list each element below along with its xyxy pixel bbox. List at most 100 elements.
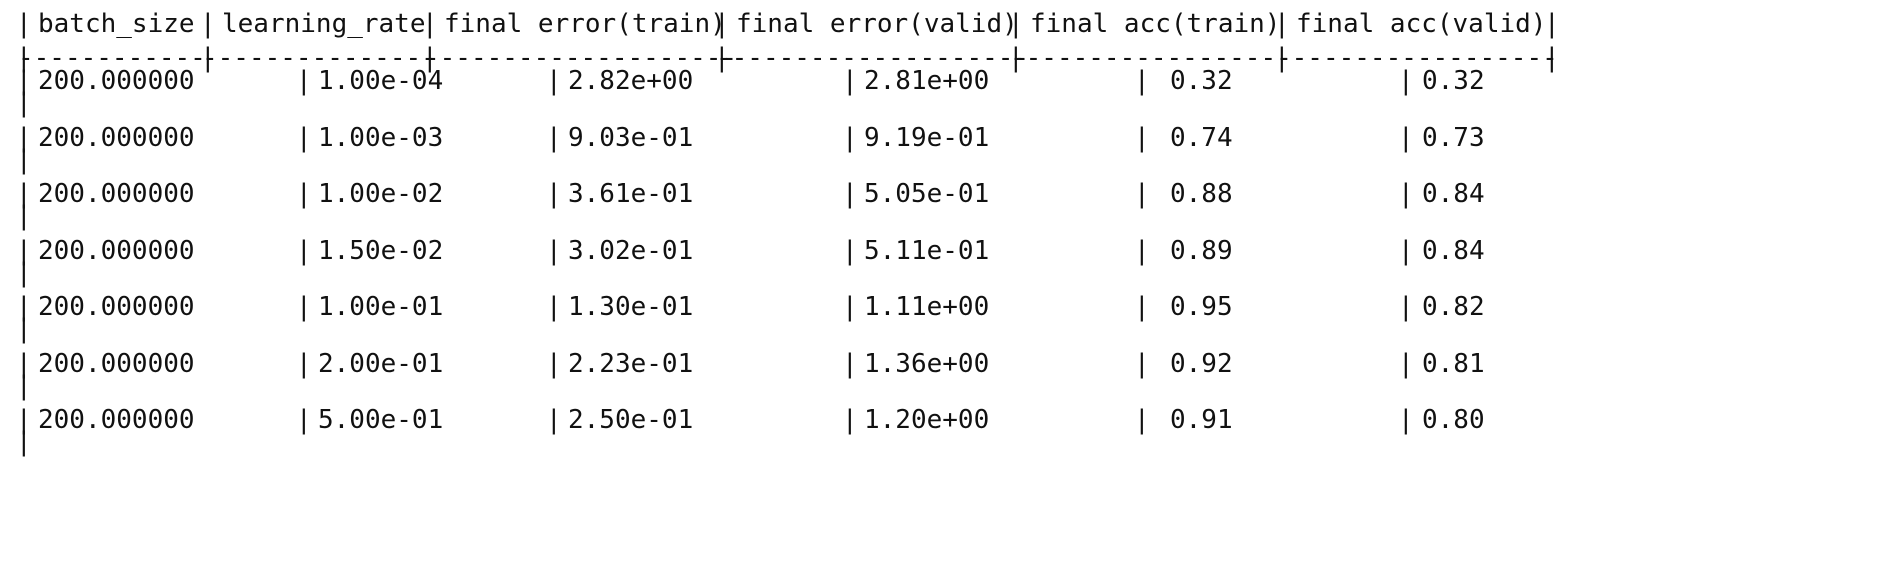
separator-dashes: -------------------- [716, 43, 1030, 73]
column-divider: | [422, 9, 438, 39]
table-cell: 5.00e-01 [318, 405, 444, 435]
table-cell: 3.02e-01 [568, 235, 694, 266]
column-header: learning_rate [222, 9, 426, 39]
table-cell: 200.000000 [38, 292, 195, 322]
table-cell: 200.000000 [38, 179, 195, 209]
table-cell: 2.23e-01 [568, 348, 694, 379]
column-divider: | [16, 179, 32, 209]
table-cell: 2.00e-01 [318, 348, 444, 379]
column-divider: | [1134, 66, 1150, 96]
column-divider: | [1398, 235, 1414, 266]
column-divider: | [842, 179, 858, 209]
table-cell: 3.61e-01 [568, 179, 694, 209]
separator-dashes: --------------- [202, 43, 437, 73]
table-cell: 0.74 [1170, 122, 1233, 153]
column-header: final acc(train) [1030, 9, 1281, 39]
table-cell: 0.84 [1422, 235, 1485, 266]
table-cell: 5.05e-01 [864, 179, 990, 209]
column-divider: | [16, 66, 32, 96]
column-divider: | [546, 66, 562, 96]
column-divider: | [842, 348, 858, 379]
column-divider: | [200, 43, 216, 73]
table-cell: 200.000000 [38, 348, 195, 379]
column-divider: | [1398, 405, 1414, 435]
column-divider: | [842, 66, 858, 96]
column-header: final acc(valid) [1296, 9, 1547, 39]
table-cell: 0.80 [1422, 405, 1485, 435]
column-divider: | [16, 405, 32, 435]
column-divider: | [842, 235, 858, 266]
column-divider: | [842, 292, 858, 322]
column-header: final error(valid) [736, 9, 1018, 39]
table-cell: 0.84 [1422, 179, 1485, 209]
table-cell: 0.82 [1422, 292, 1485, 322]
table-cell: 200.000000 [38, 122, 195, 153]
column-divider: | [1134, 292, 1150, 322]
column-divider: | [714, 9, 730, 39]
column-divider: | [1134, 122, 1150, 153]
table-cell: 1.00e-01 [318, 292, 444, 322]
column-divider: | [296, 122, 312, 153]
column-divider: | [1274, 43, 1290, 73]
separator-dashes: ------------ [18, 43, 206, 73]
column-header: final error(train) [444, 9, 726, 39]
column-divider: | [422, 43, 438, 73]
column-divider: | [296, 292, 312, 322]
column-divider: | [546, 179, 562, 209]
table-cell: 0.91 [1170, 405, 1233, 435]
table-cell: 9.03e-01 [568, 122, 694, 153]
separator-dashes: ------------------ [1010, 43, 1292, 73]
column-divider: | [16, 43, 32, 73]
column-divider: | [296, 348, 312, 379]
column-divider: | [1274, 9, 1290, 39]
column-divider: | [1398, 348, 1414, 379]
column-divider: | [296, 405, 312, 435]
column-divider: | [1008, 43, 1024, 73]
column-divider: | [16, 9, 32, 39]
column-divider: | [1134, 235, 1150, 266]
separator-dashes: -------------------- [424, 43, 738, 73]
table-cell: 2.81e+00 [864, 66, 990, 96]
table-cell: 0.81 [1422, 348, 1485, 379]
column-divider: | [16, 370, 32, 401]
column-divider: | [16, 201, 32, 231]
column-divider: | [1008, 9, 1024, 39]
column-divider: | [16, 292, 32, 322]
table-cell: 9.19e-01 [864, 122, 990, 153]
column-divider: | [16, 348, 32, 379]
column-divider: | [1544, 9, 1560, 39]
column-divider: | [16, 235, 32, 266]
column-divider: | [842, 405, 858, 435]
column-divider: | [546, 122, 562, 153]
table-cell: 2.82e+00 [568, 66, 694, 96]
markdown-table-output: | | | | | | | batch_size learning_rate final erro… [16, 0, 1876, 588]
table-cell: 1.30e-01 [568, 292, 694, 322]
table-cell: 1.00e-04 [318, 66, 444, 96]
table-cell: 0.73 [1422, 122, 1485, 153]
column-divider: | [714, 43, 730, 73]
table-cell: 1.11e+00 [864, 292, 990, 322]
column-divider: | [1398, 292, 1414, 322]
column-divider: | [1134, 405, 1150, 435]
column-divider: | [546, 348, 562, 379]
column-divider: | [296, 179, 312, 209]
column-divider: | [1398, 66, 1414, 96]
column-divider: | [1134, 179, 1150, 209]
column-divider: | [200, 9, 216, 39]
column-divider: | [546, 235, 562, 266]
table-cell: 1.00e-02 [318, 179, 444, 209]
column-divider: | [16, 88, 32, 118]
column-divider: | [296, 235, 312, 266]
column-divider: | [16, 427, 32, 457]
column-divider: | [296, 66, 312, 96]
table-cell: 1.00e-03 [318, 122, 444, 153]
table-cell: 0.89 [1170, 235, 1233, 266]
table-cell: 2.50e-01 [568, 405, 694, 435]
table-cell: 0.32 [1170, 66, 1233, 96]
column-divider: | [1134, 348, 1150, 379]
column-header: batch_size [38, 9, 195, 39]
separator-dashes: ------------------ [1276, 43, 1558, 73]
column-divider: | [16, 314, 32, 344]
column-divider: | [1544, 43, 1560, 73]
column-divider: | [16, 144, 32, 175]
